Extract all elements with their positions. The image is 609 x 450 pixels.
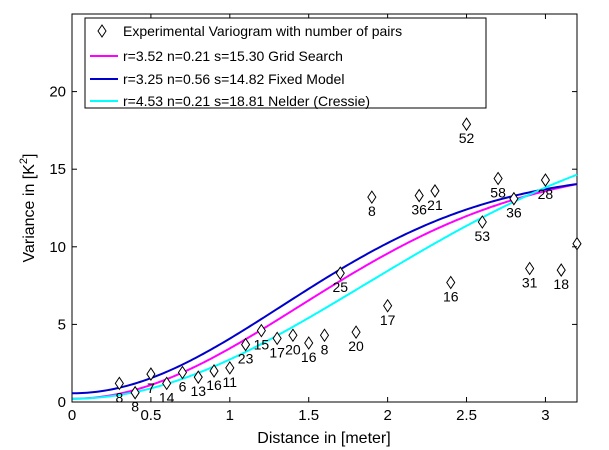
legend-entry-fixed-model: r=3.25 n=0.56 s=14.82 Fixed Model <box>123 71 344 87</box>
pair-count-label: 58 <box>490 185 506 201</box>
pair-count-label: 53 <box>475 228 491 244</box>
legend-diamond-marker <box>97 24 107 38</box>
model-curve-0 <box>71 183 578 400</box>
x-tick-label: 3 <box>541 407 549 424</box>
model-curve-1 <box>71 183 578 395</box>
y-tick-label: 15 <box>49 161 66 178</box>
y-tick-label: 10 <box>49 239 66 256</box>
y-axis-ticks: 0 5 10 15 20 <box>49 84 577 411</box>
data-point <box>556 263 566 277</box>
data-point <box>493 171 503 186</box>
pair-count-label: 16 <box>301 349 317 365</box>
pair-count-label: 16 <box>206 377 222 393</box>
pair-count-label: 36 <box>506 205 522 221</box>
pair-count-label: 21 <box>427 197 443 213</box>
model-curves <box>71 173 578 400</box>
pair-count-label: 8 <box>131 399 139 415</box>
x-tick-label: 1 <box>226 407 234 424</box>
legend-entry-nelder-cressie: r=4.53 n=0.21 s=18.81 Nelder (Cressie) <box>123 93 370 109</box>
legend-box <box>84 17 487 109</box>
pair-count-label: 18 <box>553 276 569 292</box>
y-tick-label: 5 <box>58 316 66 333</box>
data-point <box>525 261 535 276</box>
y-axis-label: Variance in [K2] <box>18 154 38 263</box>
pair-count-label: 13 <box>190 383 206 399</box>
pair-count-label: 20 <box>285 341 301 357</box>
pair-count-label: 7 <box>147 380 155 396</box>
y-tick-label: 20 <box>49 84 66 101</box>
data-point <box>414 188 424 203</box>
pair-count-label: 28 <box>538 186 554 202</box>
data-point <box>430 184 440 198</box>
data-point <box>383 298 393 313</box>
model-curve-2 <box>71 173 578 400</box>
y-axis-label-superscript: 2 <box>18 158 30 164</box>
x-tick-label: 0 <box>68 407 76 424</box>
data-point <box>146 367 156 381</box>
pair-count-label: 17 <box>380 312 396 328</box>
data-point <box>304 336 314 350</box>
data-point <box>335 266 345 281</box>
pair-count-label: 11 <box>223 374 238 390</box>
pair-count-label: 8 <box>368 203 376 219</box>
pair-count-label: 8 <box>321 341 329 357</box>
data-point <box>367 190 377 205</box>
data-point <box>540 173 551 187</box>
pair-count-label: 14 <box>159 389 175 405</box>
data-point <box>319 328 330 343</box>
x-tick-label: 2 <box>383 407 391 424</box>
data-point <box>288 328 298 343</box>
data-point <box>162 376 172 391</box>
legend-entry-grid-search: r=3.52 n=0.21 s=15.30 Grid Search <box>123 48 343 64</box>
data-point <box>272 331 282 346</box>
data-point <box>130 385 140 400</box>
pair-count-label: 8 <box>115 389 123 405</box>
y-tick-label: 0 <box>58 394 66 411</box>
legend-entry-points: Experimental Variogram with number of pa… <box>123 23 402 39</box>
pair-count-label: 36 <box>411 202 427 218</box>
pair-count-label: 15 <box>254 337 270 353</box>
data-point <box>256 323 266 338</box>
pair-count-label: 52 <box>459 130 475 146</box>
x-tick-label: 0.5 <box>140 407 161 424</box>
data-point <box>193 370 203 385</box>
pair-count-label: 20 <box>348 338 364 354</box>
x-axis-label: Distance in [meter] <box>257 430 390 447</box>
data-point <box>177 365 188 380</box>
data-point <box>509 191 519 206</box>
pair-count-label: 23 <box>238 351 254 367</box>
data-point <box>114 376 124 391</box>
pair-count-label: 6 <box>179 379 187 395</box>
data-point <box>240 337 251 352</box>
legend: Experimental Variogram with number of pa… <box>84 17 487 109</box>
data-point <box>225 360 235 375</box>
pair-count-label: 17 <box>269 344 285 360</box>
pair-count-label: 31 <box>522 275 538 291</box>
x-tick-label: 1.5 <box>298 407 319 424</box>
data-point <box>461 117 472 132</box>
data-point <box>209 364 219 378</box>
pair-count-label: 16 <box>443 288 459 304</box>
data-point <box>351 325 361 340</box>
pair-count-label: 25 <box>332 279 348 295</box>
x-tick-label: 2.5 <box>456 407 477 424</box>
data-point <box>446 275 456 290</box>
data-point <box>477 215 487 229</box>
